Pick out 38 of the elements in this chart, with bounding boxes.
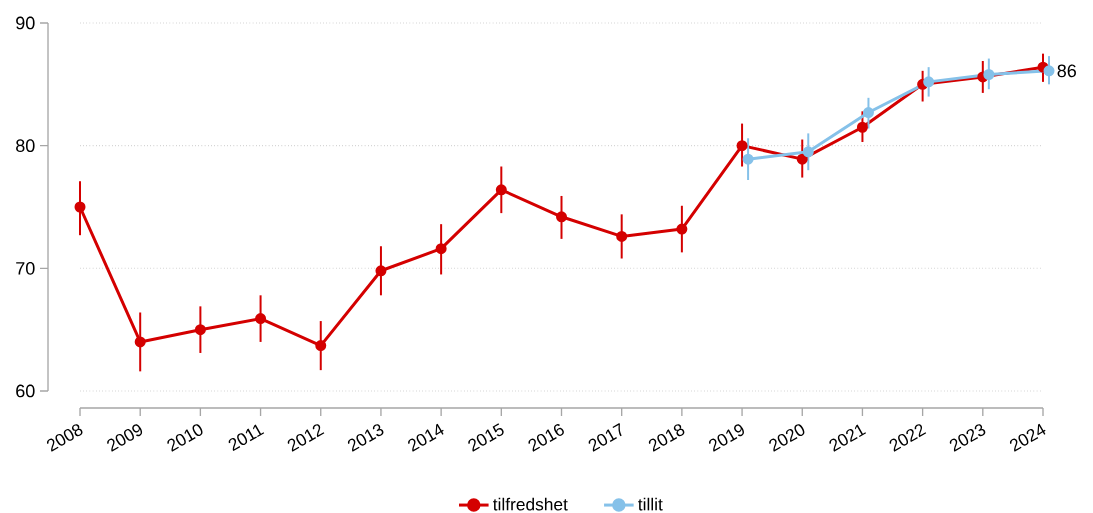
point (74, 201, 86, 213)
point (856, 121, 868, 133)
y-tick-label: 70 (16, 261, 35, 275)
x-tick-label: 2021 (829, 424, 867, 452)
point (315, 340, 327, 352)
point (435, 243, 447, 255)
point (676, 223, 688, 235)
x-tick-label: 2013 (347, 424, 384, 452)
x-tick-label: 2009 (107, 424, 143, 452)
x-tick-label: 2015 (468, 423, 504, 452)
x-tick-label: 2012 (287, 424, 325, 452)
x-tick-label: 2023 (949, 424, 986, 452)
x-tick-label: 2010 (167, 424, 203, 452)
x-tick-label: 2024 (1009, 423, 1046, 452)
x-tick-label: 2022 (889, 424, 927, 452)
x-tick-label: 2017 (588, 423, 622, 452)
x-tick-label: 2014 (408, 423, 444, 452)
data-label: 86 (1057, 64, 1076, 78)
y-tick-label: 60 (16, 384, 35, 398)
legend-label: tillit (638, 497, 663, 511)
y-tick-label: 90 (16, 16, 35, 30)
legend-label: tilfredshet (493, 497, 568, 511)
x-tick-label: 2016 (528, 424, 564, 452)
x-tick-label: 2020 (769, 424, 805, 452)
y-tick-label: 80 (16, 139, 35, 153)
point (375, 265, 387, 277)
point (556, 211, 567, 223)
point (194, 324, 206, 336)
x-tick-label: 2011 (228, 424, 265, 452)
x-tick-label: 2008 (46, 424, 83, 452)
x-tick-label: 2018 (648, 424, 685, 452)
point (495, 184, 507, 196)
point (796, 153, 808, 165)
x-tick-label: 2019 (709, 424, 744, 452)
point (736, 140, 748, 152)
point (134, 336, 146, 348)
point (616, 230, 628, 242)
point (255, 313, 267, 325)
